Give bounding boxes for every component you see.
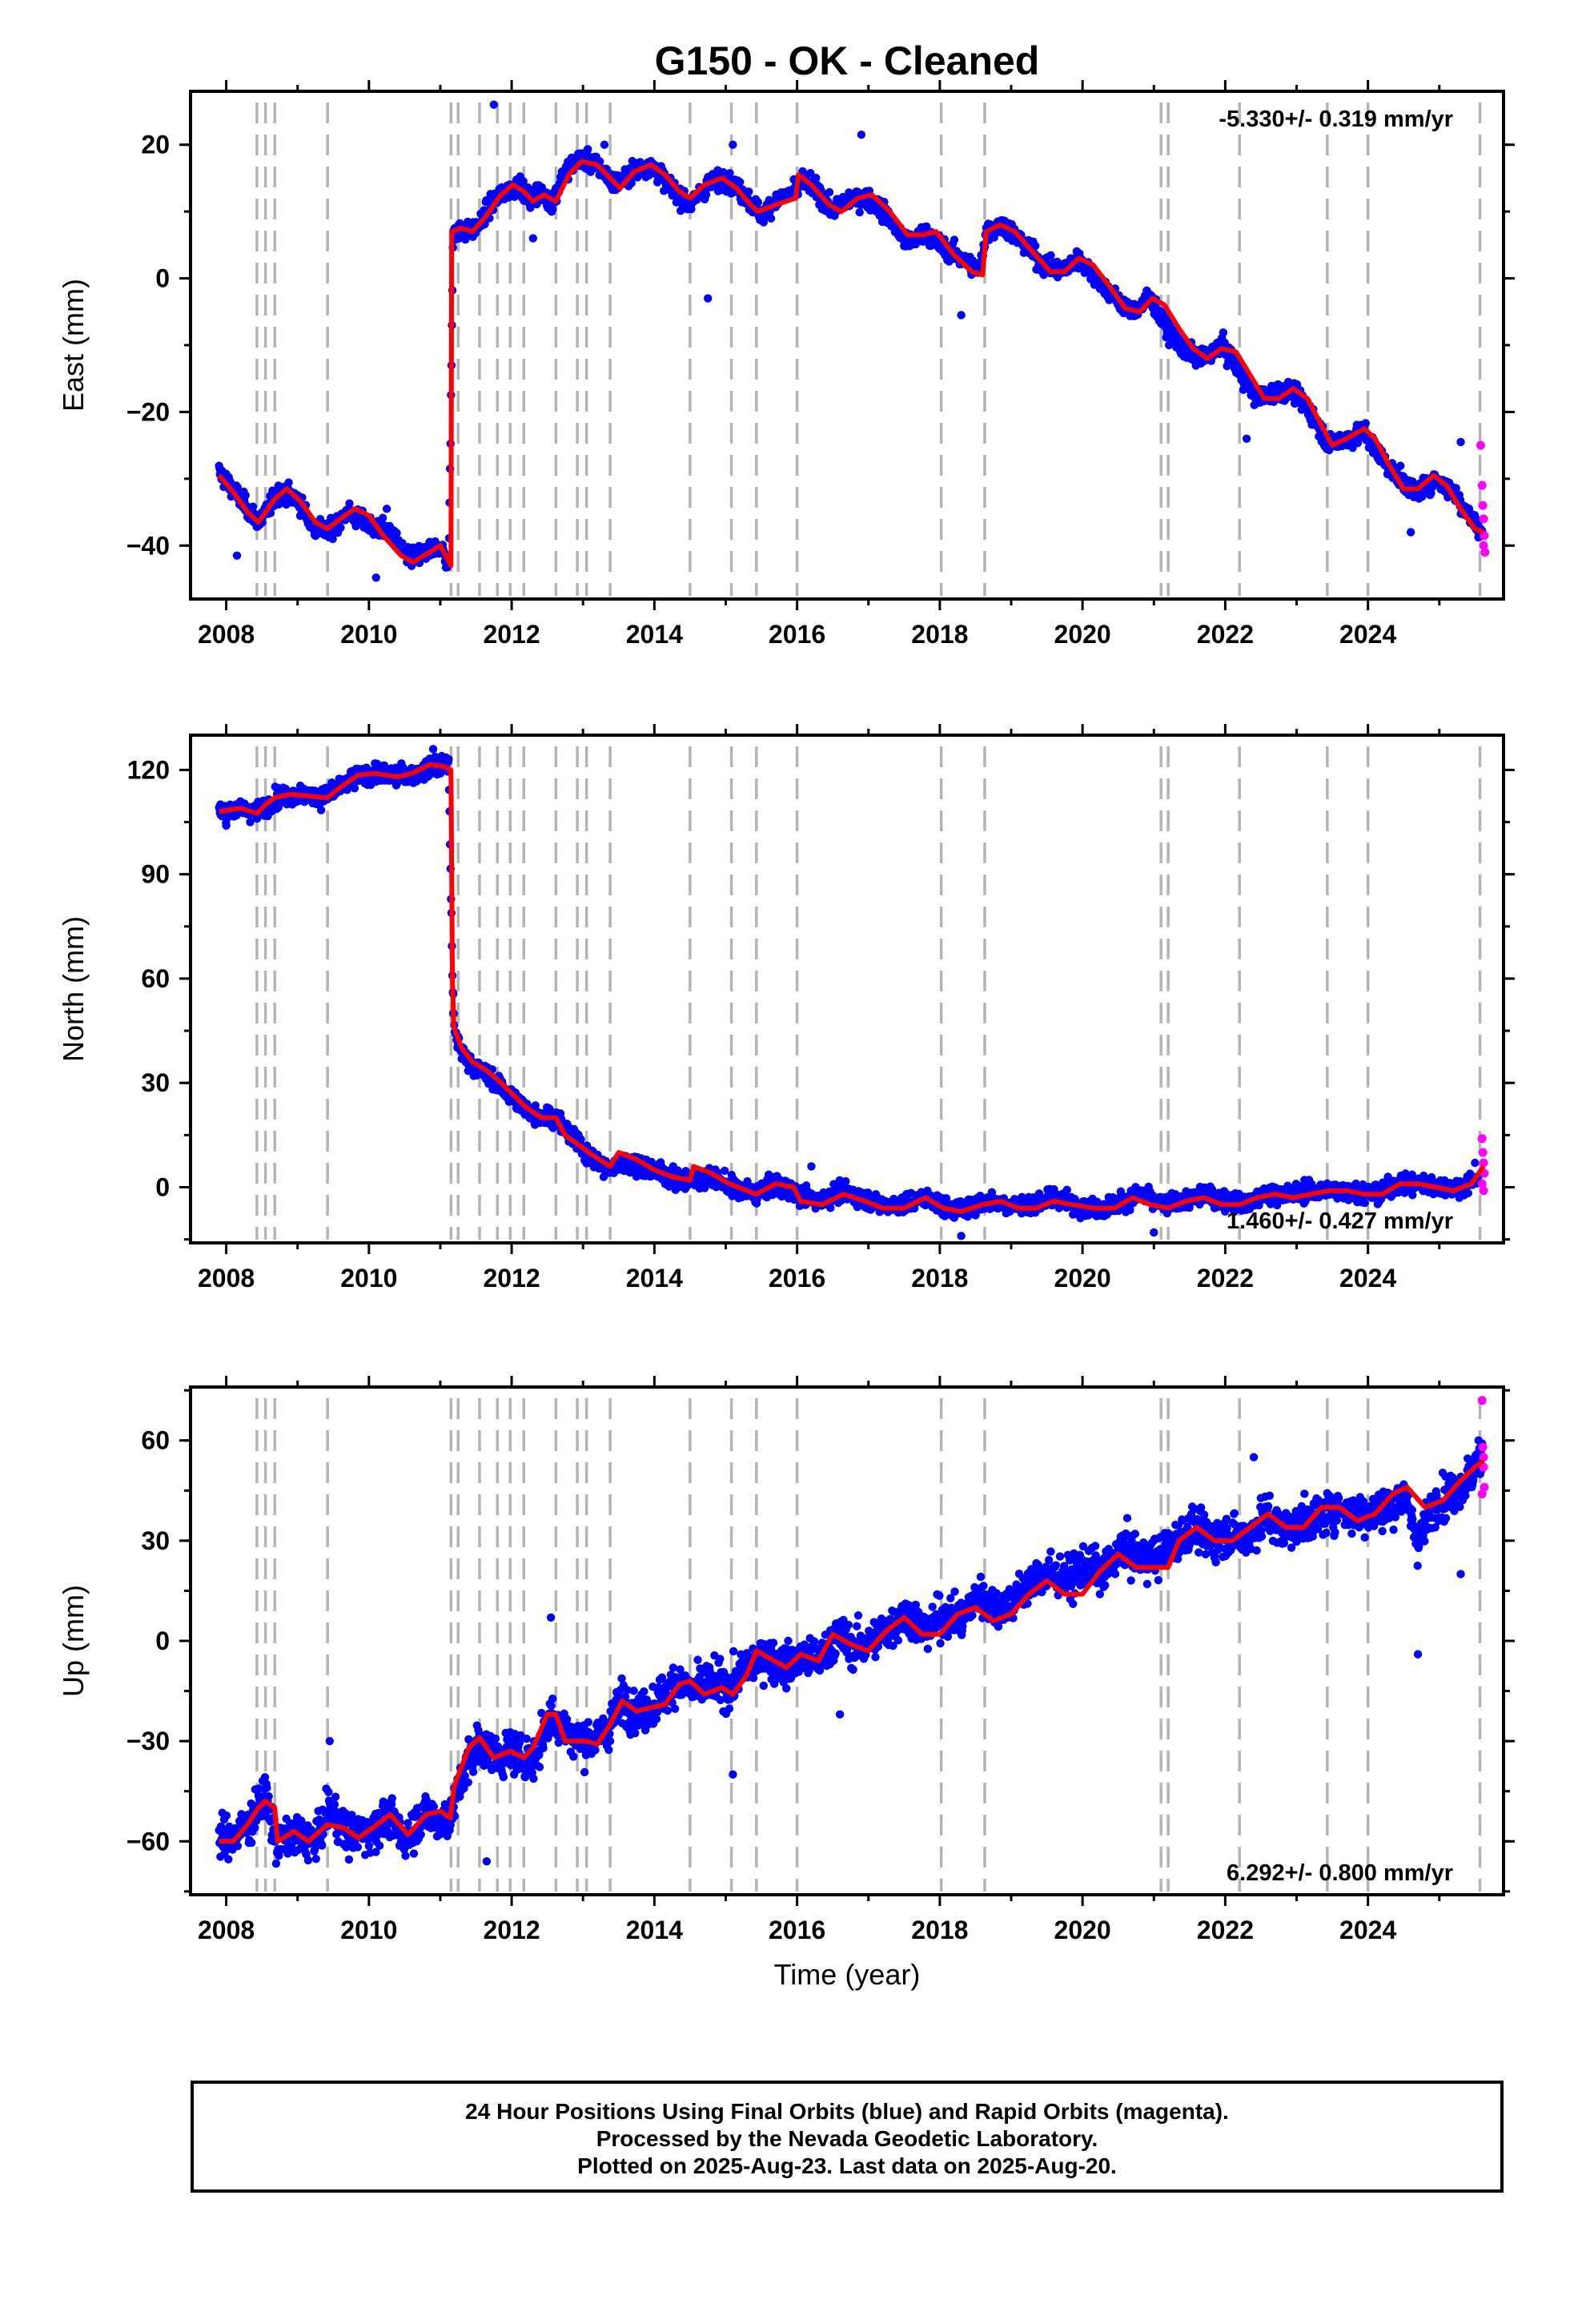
east-rapid-point: [1478, 501, 1488, 510]
east-rapid-point: [1479, 541, 1488, 550]
east-x-tick-label: 2014: [626, 620, 683, 649]
east-x-tick-label: 2022: [1197, 620, 1254, 649]
east-data-point: [392, 529, 401, 537]
east-rate-label: -5.330+/- 0.319 mm/yr: [1219, 107, 1453, 132]
north-data-point: [826, 1204, 835, 1212]
east-data-point: [753, 198, 763, 207]
east-data-point: [1418, 492, 1427, 501]
north-data-point: [350, 784, 359, 793]
east-data-point: [957, 311, 966, 320]
east-data-point: [382, 505, 391, 513]
east-data-point: [1242, 434, 1251, 443]
east-data-point: [759, 218, 769, 227]
east-data-point: [857, 131, 866, 139]
east-data-point: [812, 173, 821, 183]
north-data-point: [531, 1101, 540, 1110]
east-data-point: [729, 140, 737, 149]
north-data-point: [1185, 1203, 1194, 1212]
east-x-tick-label: 2016: [769, 620, 825, 649]
east-data-point: [1046, 251, 1055, 260]
east-final-orbit-points: [215, 100, 1487, 582]
east-x-tick-label: 2012: [483, 620, 540, 649]
east-data-point: [1406, 528, 1415, 537]
east-y-tick-label: 20: [141, 131, 170, 159]
east-data-point: [284, 478, 293, 487]
east-data-point: [328, 534, 337, 544]
east-data-point: [548, 204, 557, 214]
east-data-point: [1219, 328, 1228, 337]
east-x-tick-label: 2020: [1054, 620, 1111, 649]
north-data-point: [444, 754, 453, 764]
east-data-point: [1427, 489, 1435, 497]
east-y-tick-label: −20: [126, 397, 170, 426]
chart-title: G150 - OK - Cleaned: [655, 38, 1040, 83]
east-rapid-point: [1476, 440, 1485, 450]
east-y-axis-title: East (mm): [57, 279, 90, 412]
east-data-point: [584, 145, 592, 154]
east-x-tick-label: 2008: [198, 620, 255, 649]
east-data-point: [725, 169, 734, 178]
north-data-point: [1062, 1185, 1071, 1195]
east-data-point: [519, 177, 528, 186]
east-rapid-orbit-points: [1476, 440, 1490, 557]
east-data-point: [766, 214, 776, 223]
east-data-point: [1361, 419, 1371, 428]
east-data-point: [528, 234, 538, 243]
north-data-point: [1116, 1187, 1126, 1196]
east-data-point: [371, 573, 380, 582]
east-rapid-point: [1480, 548, 1490, 557]
east-data-point: [345, 499, 354, 508]
east-data-point: [378, 513, 387, 522]
north-data-point: [720, 1166, 729, 1176]
north-data-point: [853, 1202, 862, 1212]
east-data-point: [745, 187, 753, 196]
east-data-point: [806, 169, 815, 178]
east-data-point: [736, 178, 745, 187]
east-data-point: [248, 502, 258, 511]
north-data-point: [841, 1176, 850, 1186]
east-x-tick-label: 2024: [1339, 620, 1396, 649]
east-data-point: [703, 294, 713, 303]
east-data-point: [1396, 461, 1405, 470]
east-rapid-point: [1477, 480, 1487, 490]
east-data-point: [825, 187, 834, 197]
east-data-point: [676, 207, 685, 215]
east-y-tick-label: −40: [126, 531, 170, 560]
east-data-point: [600, 140, 609, 149]
east-data-point: [687, 204, 696, 214]
north-data-point: [1126, 1205, 1134, 1215]
east-data-point: [1452, 484, 1460, 493]
east-data-point: [855, 207, 864, 217]
east-rapid-point: [1479, 514, 1488, 524]
east-data-point: [241, 491, 250, 500]
east-x-tick-label: 2010: [340, 620, 397, 649]
east-y-tick-label: 0: [155, 264, 170, 293]
north-data-point: [316, 806, 326, 814]
north-panel: 2008 2010 2012 2014 2016 2018 2020 2022 20241209…: [57, 724, 1515, 1293]
east-panel: 2008 2010 2012 2014 2016 2018 2020 2022 2024 20 0 −…: [57, 80, 1515, 649]
east-data-point: [336, 523, 345, 533]
east-data-point: [950, 235, 959, 244]
east-data-point: [526, 203, 535, 212]
east-data-point: [1031, 241, 1040, 251]
east-model-fit-line: [217, 159, 1485, 569]
east-data-point: [232, 551, 242, 560]
north-final-orbit-points: [215, 745, 1483, 1240]
east-data-point: [701, 191, 711, 199]
east-data-point: [1456, 437, 1465, 447]
north-data-point: [1050, 1184, 1058, 1194]
north-data-point: [942, 1194, 951, 1203]
north-data-point: [246, 818, 255, 826]
north-event-lines: [255, 746, 1482, 1240]
east-x-tick-label: 2018: [911, 620, 968, 649]
east-data-point: [489, 100, 499, 109]
east-event-lines: [255, 103, 1482, 596]
